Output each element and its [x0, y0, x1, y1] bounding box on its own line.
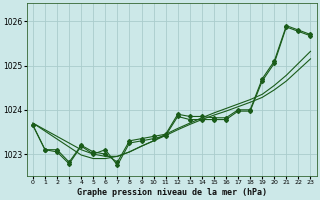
X-axis label: Graphe pression niveau de la mer (hPa): Graphe pression niveau de la mer (hPa): [77, 188, 267, 197]
